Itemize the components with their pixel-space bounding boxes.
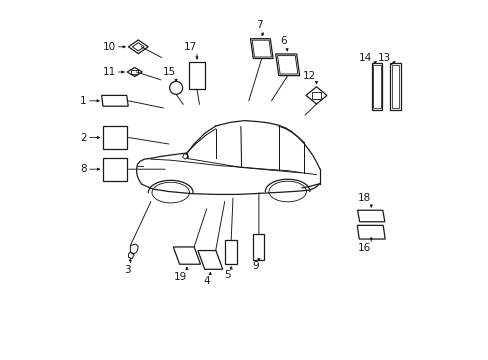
Text: 9: 9 (252, 261, 258, 271)
Text: 7: 7 (256, 20, 263, 30)
Text: 19: 19 (173, 272, 186, 282)
Bar (253, 234, 264, 260)
Text: 6: 6 (280, 36, 286, 46)
Bar (373, 65, 380, 108)
Text: 3: 3 (123, 265, 130, 275)
Text: 4: 4 (203, 276, 210, 286)
Bar (131, 70, 138, 74)
Text: 12: 12 (303, 71, 316, 81)
Text: 2: 2 (80, 132, 87, 143)
Text: 14: 14 (358, 53, 371, 63)
Bar (188, 62, 204, 89)
Bar (311, 91, 321, 99)
Text: 11: 11 (102, 67, 115, 77)
Text: 13: 13 (377, 53, 390, 63)
Bar (389, 63, 400, 110)
Text: 17: 17 (183, 42, 197, 52)
Text: 5: 5 (224, 270, 231, 280)
Text: 10: 10 (102, 42, 115, 52)
Bar (391, 65, 399, 108)
Text: 1: 1 (80, 96, 87, 106)
Bar (102, 126, 127, 149)
Bar (371, 63, 382, 110)
Text: 18: 18 (357, 193, 370, 203)
Bar (102, 158, 127, 181)
Text: 16: 16 (357, 243, 370, 253)
Text: 8: 8 (80, 164, 87, 174)
Bar (224, 240, 237, 264)
Text: 15: 15 (163, 67, 176, 77)
